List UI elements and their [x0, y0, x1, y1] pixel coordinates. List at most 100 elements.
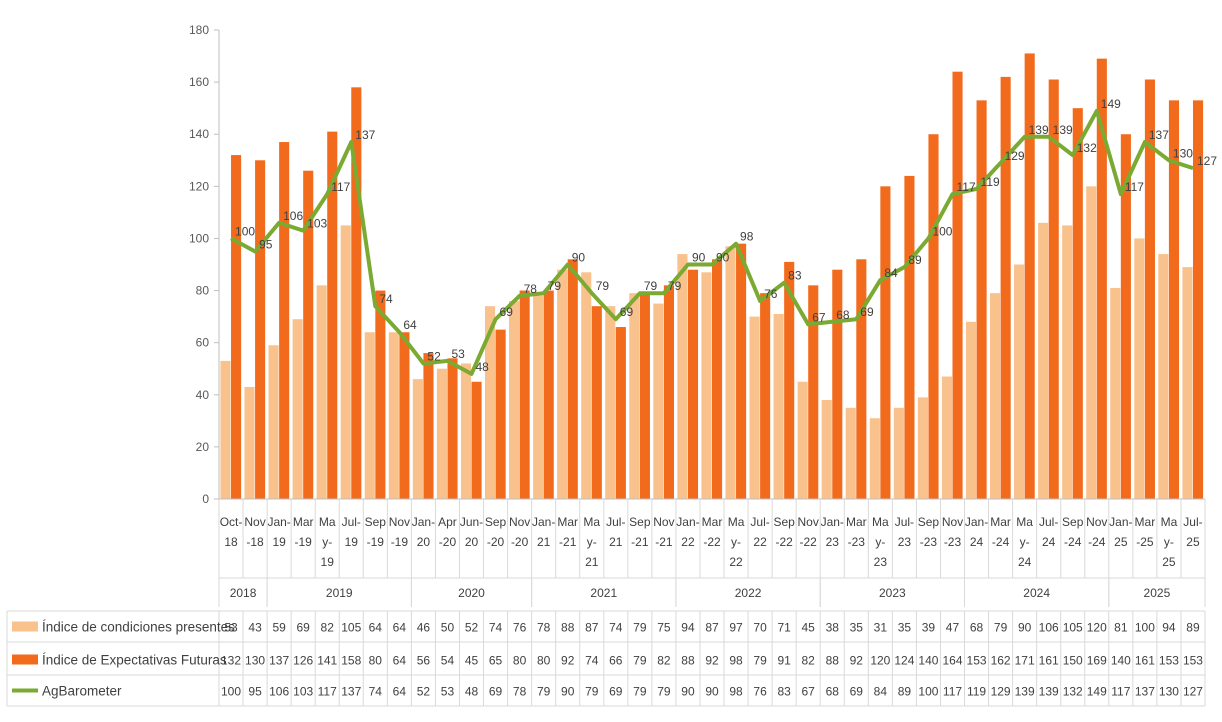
year-label: 2024	[1023, 586, 1050, 600]
table-cell-value: 79	[657, 685, 671, 699]
y-tick-label: 60	[196, 336, 210, 350]
table-cell-value: 91	[777, 654, 791, 668]
agbarometer-data-label: 83	[788, 269, 802, 283]
table-cell-value: 119	[967, 685, 986, 699]
y-tick-label: 40	[196, 388, 210, 402]
table-cell-value: 150	[1063, 654, 1083, 668]
bar-future-expectations	[904, 175, 915, 499]
table-cell-value: 35	[850, 621, 864, 635]
agbarometer-data-label: 130	[1173, 146, 1193, 160]
legend-series-name: Índice de condiciones presentes	[42, 620, 235, 635]
x-tick-label: Mar -22	[702, 515, 723, 549]
table-cell-value: 43	[248, 621, 262, 635]
table-cell-value: 161	[1039, 654, 1059, 668]
table-cell-value: 171	[1015, 654, 1035, 668]
table-cell-value: 89	[1186, 621, 1200, 635]
x-tick-label: Jan-22	[676, 515, 699, 549]
x-tick-label: Jan-24	[965, 515, 988, 549]
x-tick-label: Jan-19	[267, 515, 290, 549]
x-tick-label: Jan-20	[412, 515, 435, 549]
table-cell-value: 140	[1111, 654, 1131, 668]
year-label: 2021	[590, 586, 617, 600]
table-cell-value: 129	[991, 685, 1011, 699]
table-cell-value: 139	[1015, 685, 1035, 699]
y-tick-label: 20	[196, 440, 210, 454]
table-cell-value: 35	[898, 621, 912, 635]
bar-future-expectations	[447, 358, 458, 499]
y-axis: 0 20 40 60 80 100 120 140 160 180	[189, 23, 220, 506]
x-tick-label: Nov -20	[509, 515, 530, 549]
bar-present-conditions	[893, 407, 904, 499]
x-tick-label: Sep -19	[365, 515, 387, 549]
agbarometer-data-label: 119	[981, 175, 1000, 189]
table-cell-value: 141	[317, 654, 337, 668]
table-cell-value: 153	[1159, 654, 1179, 668]
x-tick-label: Mar -24	[990, 515, 1011, 549]
table-cell-value: 69	[609, 685, 623, 699]
agbarometer-data-label: 53	[451, 347, 465, 361]
bar-present-conditions	[1158, 254, 1169, 499]
bar-future-expectations	[663, 285, 675, 499]
x-tick-label: Mar -23	[846, 515, 867, 549]
x-tick-label: Oct-18	[220, 515, 243, 549]
bar-future-expectations	[1000, 76, 1011, 500]
bar-future-expectations	[543, 290, 554, 499]
table-cell-value: 82	[657, 654, 671, 668]
agbarometer-data-label: 139	[1053, 123, 1073, 137]
x-tick-label: Sep -20	[485, 515, 507, 549]
bar-future-expectations	[639, 293, 650, 499]
bar-future-expectations	[687, 269, 699, 499]
agbarometer-data-label: 67	[812, 310, 826, 324]
bar-future-expectations	[591, 306, 602, 499]
bar-future-expectations	[303, 170, 314, 499]
agbarometer-data-label: 132	[1077, 141, 1097, 155]
bar-present-conditions	[557, 269, 568, 499]
x-tick-label: Sep -24	[1062, 515, 1084, 549]
x-tick-label: Nov -18	[244, 515, 265, 549]
bar-present-conditions	[460, 363, 472, 499]
table-cell-value: 105	[341, 621, 361, 635]
year-label: 2022	[735, 586, 762, 600]
agbarometer-data-label: 84	[884, 266, 898, 280]
agbarometer-data-label: 79	[668, 279, 682, 293]
table-cell-value: 52	[417, 685, 431, 699]
bar-future-expectations	[712, 259, 723, 499]
table-cell-value: 137	[1135, 685, 1155, 699]
table-cell-value: 106	[1039, 621, 1059, 635]
table-cell-value: 64	[393, 654, 407, 668]
table-cell-value: 84	[874, 685, 888, 699]
table-cell-value: 100	[1135, 621, 1155, 635]
x-tick-label: Jul-25	[1183, 515, 1202, 549]
agbarometer-data-label: 68	[836, 308, 850, 322]
bar-future-expectations	[760, 293, 771, 499]
x-tick-label: Nov -22	[798, 515, 819, 549]
table-cell-value: 92	[850, 654, 864, 668]
bar-present-conditions	[581, 272, 592, 499]
y-tick-label: 180	[189, 23, 209, 37]
table-cell-value: 69	[850, 685, 864, 699]
bar-future-expectations	[928, 134, 939, 499]
bar-present-conditions	[701, 272, 712, 499]
table-cell-value: 68	[970, 621, 984, 635]
x-tick-label: Ma y-25	[1161, 515, 1178, 569]
agbarometer-data-label: 48	[476, 360, 490, 374]
bar-present-conditions	[990, 293, 1001, 499]
table-cell-value: 137	[269, 654, 289, 668]
y-tick-label: 0	[202, 492, 209, 506]
bar-present-conditions	[1182, 267, 1193, 499]
table-cell-value: 140	[918, 654, 938, 668]
table-cell-value: 92	[705, 654, 719, 668]
table-cell-value: 79	[633, 621, 647, 635]
table-cell-value: 48	[465, 685, 479, 699]
bar-present-conditions	[244, 386, 255, 499]
bar-future-expectations	[832, 269, 843, 499]
table-cell-value: 69	[296, 621, 310, 635]
table-cell-value: 74	[609, 621, 623, 635]
bar-present-conditions	[869, 418, 880, 499]
bar-future-expectations	[351, 87, 362, 500]
table-cell-value: 90	[561, 685, 575, 699]
table-cell-value: 103	[293, 685, 313, 699]
x-tick-label: Mar -19	[293, 515, 314, 549]
x-tick-label: Jan-21	[532, 515, 555, 549]
x-tick-label: Sep -23	[918, 515, 940, 549]
